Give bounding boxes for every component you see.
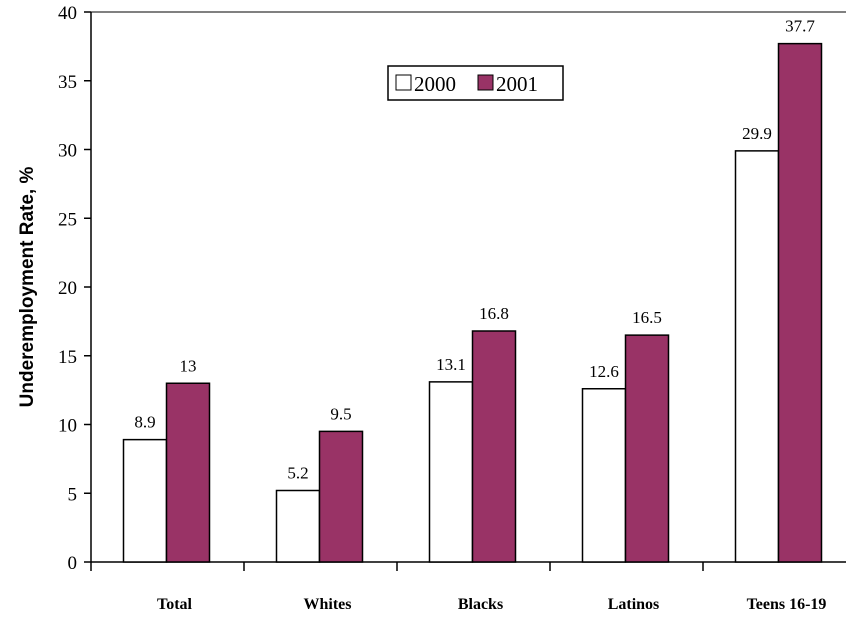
y-axis-title: Underemployment Rate, % <box>17 167 38 408</box>
category-label-whites: Whites <box>304 596 352 613</box>
data-labels: 8.9 13 5.2 9.5 13.1 16.8 12.6 16.5 29.9 37.7 <box>134 17 815 483</box>
y-tick-label-35: 35 <box>58 72 77 93</box>
y-tick-label-10: 10 <box>58 416 77 437</box>
bar-2001-teens-16-19 <box>777 42 823 563</box>
category-label-teens-16-19: Teens 16-19 <box>747 596 827 613</box>
bars <box>122 42 823 563</box>
data-label-2000-teens-16-19: 29.9 <box>742 124 772 143</box>
bar-2001-total <box>165 382 211 563</box>
y-tick-label-0: 0 <box>68 553 78 574</box>
bar-2000-total <box>122 438 168 563</box>
bar-2000-latinos <box>581 388 627 563</box>
category-label-latinos: Latinos <box>608 596 660 613</box>
data-label-2000-blacks: 13.1 <box>436 355 466 374</box>
y-tick-label-15: 15 <box>58 347 77 368</box>
bar-2001-whites <box>318 430 364 563</box>
y-axis-ticks: 0 5 10 15 20 25 30 35 40 <box>58 3 91 574</box>
legend-label-2001: 2001 <box>496 72 538 96</box>
category-label-total: Total <box>157 596 193 613</box>
bar-2000-teens-16-19 <box>734 150 780 563</box>
x-axis-ticks <box>90 562 704 571</box>
category-labels: Total Whites Blacks Latinos Teens 16-19 <box>157 596 826 613</box>
legend: 2000 2001 <box>387 65 564 101</box>
data-label-2000-latinos: 12.6 <box>589 362 619 381</box>
data-label-2000-whites: 5.2 <box>287 464 308 483</box>
y-tick-label-20: 20 <box>58 278 77 299</box>
y-tick-label-25: 25 <box>58 209 77 230</box>
data-label-2000-total: 8.9 <box>134 413 155 432</box>
data-label-2001-total: 13 <box>180 356 197 375</box>
legend-label-2000: 2000 <box>414 72 456 96</box>
category-label-blacks: Blacks <box>458 596 503 613</box>
data-label-2001-blacks: 16.8 <box>479 304 509 323</box>
legend-swatch-2000 <box>395 74 412 91</box>
y-tick-label-30: 30 <box>58 141 77 162</box>
legend-box <box>387 65 564 101</box>
bar-2000-blacks <box>428 381 474 563</box>
bar-2001-blacks <box>471 330 517 563</box>
bar-2001-latinos <box>624 334 670 563</box>
data-label-2001-whites: 9.5 <box>330 404 351 423</box>
data-label-2001-latinos: 16.5 <box>632 308 662 327</box>
bar-2000-whites <box>275 489 321 563</box>
y-tick-label-40: 40 <box>58 3 77 24</box>
legend-swatch-2001 <box>477 74 494 91</box>
y-tick-label-5: 5 <box>68 484 78 505</box>
data-label-2001-teens-16-19: 37.7 <box>785 17 815 36</box>
